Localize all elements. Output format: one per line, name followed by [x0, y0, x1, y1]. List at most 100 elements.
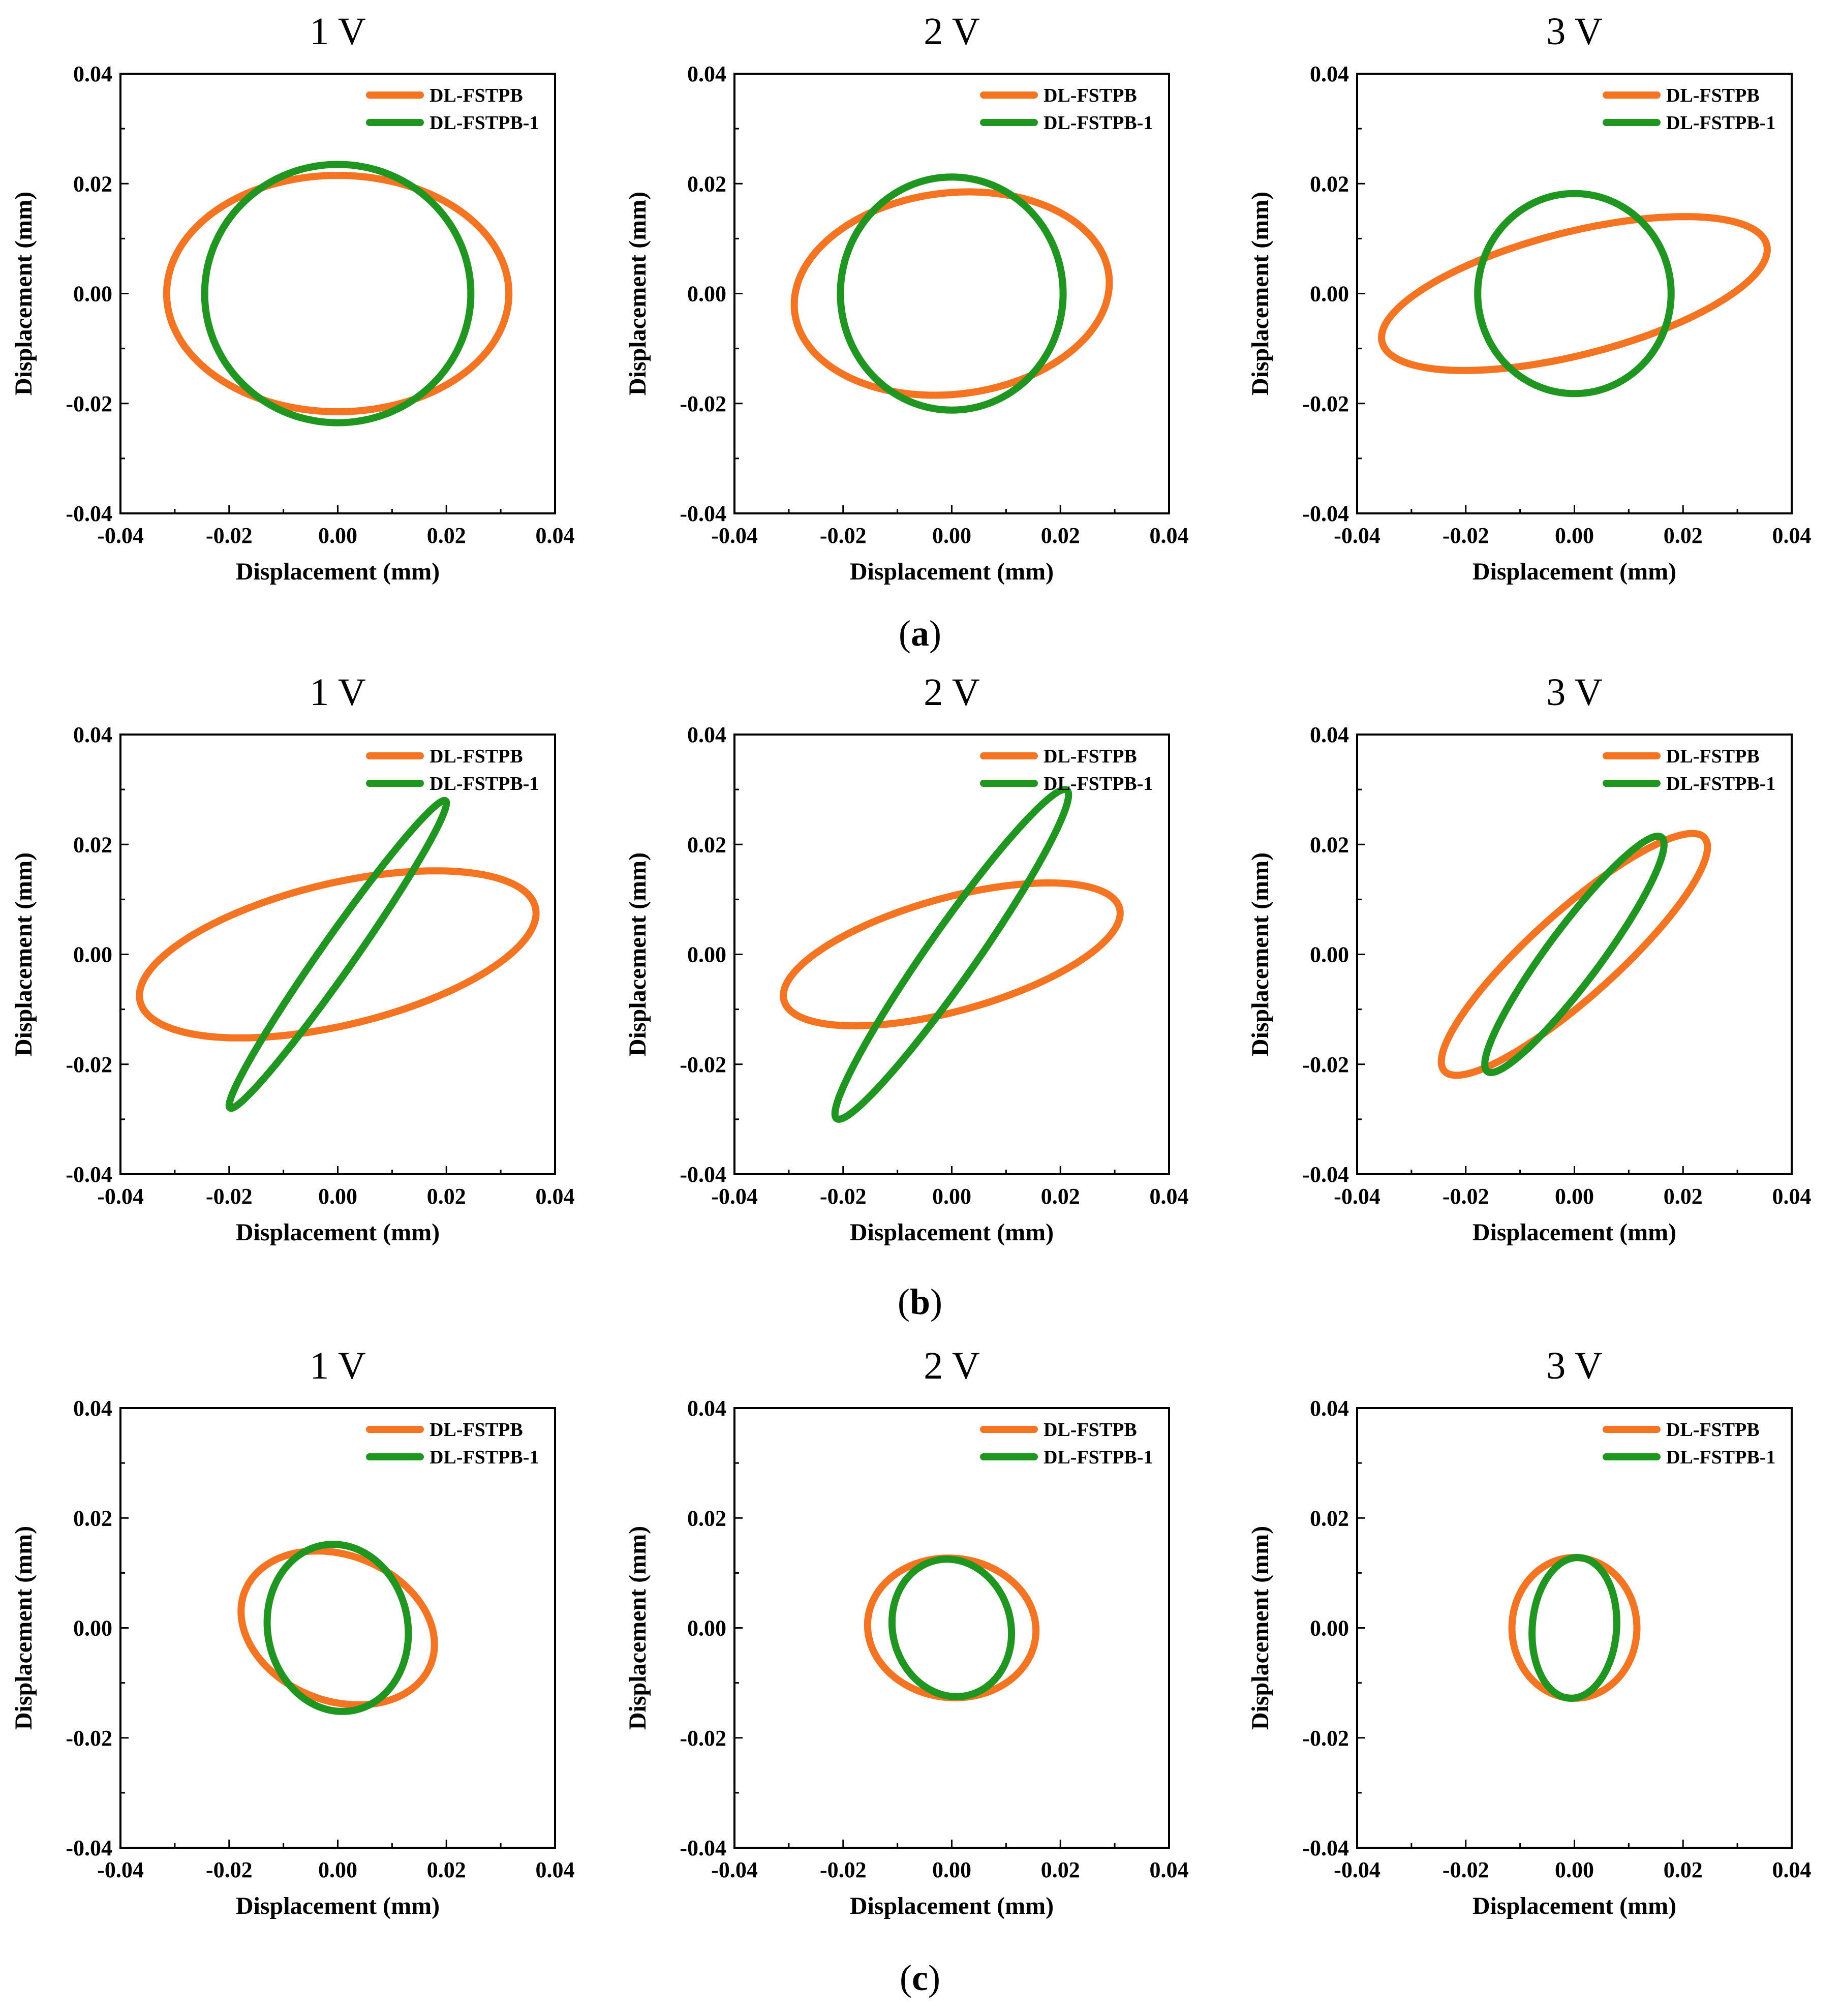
x-tick-label: 0.02	[1041, 1857, 1080, 1882]
legend-label: DL-FSTPB-1	[1666, 773, 1775, 795]
x-tick-label: -0.02	[206, 523, 253, 548]
chart-title: 2 V	[924, 671, 980, 714]
chart-title: 1 V	[310, 1345, 366, 1387]
legend-label: DL-FSTPB	[1666, 746, 1760, 767]
x-tick-label: -0.02	[820, 1184, 867, 1209]
y-tick-label: 0.04	[73, 62, 112, 86]
x-tick-label: 0.02	[1664, 523, 1703, 548]
x-tick-label: -0.04	[1334, 523, 1380, 548]
y-tick-label: 0.04	[1310, 722, 1349, 747]
series-curve-dl-fstpb	[864, 1554, 1040, 1701]
x-tick-label: 0.04	[1150, 523, 1189, 548]
x-tick-label: 0.02	[1041, 1184, 1080, 1209]
series-curve-dl-fstpb-1	[225, 797, 450, 1112]
chart-title: 3 V	[1546, 1345, 1603, 1387]
panel-caption: (a)	[899, 613, 941, 654]
legend-label: DL-FSTPB	[1666, 85, 1760, 106]
series-curve-dl-fstpb	[163, 172, 513, 415]
plot-frame	[1356, 734, 1793, 1175]
y-tick-label: 0.04	[73, 722, 112, 747]
y-tick-label: 0.00	[687, 1616, 726, 1641]
legend-label: DL-FSTPB-1	[429, 112, 539, 134]
y-axis-label: Displacement (mm)	[624, 192, 651, 395]
x-axis-label: Displacement (mm)	[236, 1219, 440, 1246]
x-axis-label: Displacement (mm)	[1472, 1892, 1676, 1919]
y-tick-label: -0.04	[66, 1162, 112, 1187]
caption-paren-close: )	[928, 1958, 940, 1998]
y-axis-label: Displacement (mm)	[10, 852, 37, 1056]
plot-frame	[119, 1407, 556, 1849]
y-tick-label: -0.02	[1302, 1052, 1349, 1077]
y-axis-label: Displacement (mm)	[10, 192, 37, 395]
series-curve-dl-fstpb-1	[201, 161, 475, 426]
y-tick-label: 0.04	[687, 722, 726, 747]
chart-panel-7: 1 V -0.04 -0.02 0.00 0.02 0.04 -0.04 -0.02 0.00 0…	[10, 1345, 575, 1919]
x-tick-label: 0.04	[1150, 1184, 1189, 1209]
x-tick-label: -0.02	[1443, 523, 1489, 548]
series-curve-dl-fstpb	[136, 867, 540, 1042]
chart-panel-1: 1 V -0.04 -0.02 0.00 0.02 0.04 -0.04 -0.02 0.00 0…	[10, 10, 575, 585]
x-tick-label: 0.00	[1555, 1857, 1594, 1882]
x-tick-label: 0.00	[932, 523, 971, 548]
y-tick-label: -0.04	[680, 1162, 726, 1187]
x-tick-label: 0.00	[1555, 1184, 1594, 1209]
series-curve-dl-fstpb-1	[1481, 833, 1668, 1076]
chart-title: 1 V	[310, 10, 366, 53]
chart-panel-4: 1 V -0.04 -0.02 0.00 0.02 0.04 -0.04 -0.02 0.00 0…	[10, 671, 575, 1246]
y-tick-label: 0.04	[1310, 1396, 1349, 1421]
x-tick-label: 0.02	[1041, 523, 1080, 548]
x-tick-label: 0.04	[1150, 1857, 1189, 1882]
series-curve-dl-fstpb	[780, 879, 1124, 1030]
x-tick-label: -0.04	[711, 1184, 758, 1209]
y-axis-label: Displacement (mm)	[1247, 1526, 1274, 1730]
chart-title: 2 V	[924, 1345, 980, 1387]
chart-title: 3 V	[1546, 10, 1603, 53]
x-axis-label: Displacement (mm)	[236, 558, 440, 585]
x-axis-label: Displacement (mm)	[850, 558, 1054, 585]
legend-label: DL-FSTPB	[429, 1419, 523, 1441]
x-tick-label: -0.04	[711, 1857, 758, 1882]
x-tick-label: -0.04	[97, 1857, 144, 1882]
caption-letter: c	[912, 1958, 928, 1998]
plot-frame	[733, 1407, 1170, 1849]
y-axis-label: Displacement (mm)	[1247, 192, 1274, 395]
panel-caption: (c)	[900, 1958, 940, 1998]
chart-title: 2 V	[924, 10, 980, 53]
y-tick-label: 0.02	[1310, 832, 1349, 857]
legend-label: DL-FSTPB-1	[1044, 112, 1153, 134]
y-tick-label: 0.02	[1310, 1506, 1349, 1531]
y-tick-label: 0.02	[687, 171, 726, 196]
series-curve-dl-fstpb	[1437, 830, 1711, 1079]
y-tick-label: 0.02	[687, 832, 726, 857]
y-tick-label: -0.02	[1302, 391, 1349, 416]
legend-label: DL-FSTPB-1	[1044, 1447, 1153, 1468]
y-tick-label: 0.02	[1310, 171, 1349, 196]
chart-panel-5: 2 V -0.04 -0.02 0.00 0.02 0.04 -0.04 -0.02 0.00 0…	[624, 671, 1189, 1246]
x-tick-label: -0.02	[206, 1184, 253, 1209]
x-tick-label: 0.02	[1664, 1184, 1703, 1209]
legend-label: DL-FSTPB-1	[1044, 773, 1153, 795]
plot-frame	[733, 73, 1170, 514]
x-tick-label: 0.00	[318, 1857, 357, 1882]
series-curve-dl-fstpb-1	[263, 1541, 412, 1715]
panel-caption: (b)	[898, 1281, 942, 1322]
y-axis-label: Displacement (mm)	[624, 1526, 651, 1730]
y-axis-label: Displacement (mm)	[624, 852, 651, 1056]
caption-paren-open: (	[899, 613, 911, 654]
x-tick-label: 0.04	[536, 1857, 575, 1882]
series-curve-dl-fstpb-1	[888, 1555, 1016, 1700]
plot-frame	[1356, 1407, 1793, 1849]
y-tick-label: 0.04	[73, 1396, 112, 1421]
x-tick-label: 0.00	[932, 1857, 971, 1882]
legend-label: DL-FSTPB	[1044, 746, 1137, 767]
x-tick-label: -0.04	[1334, 1857, 1380, 1882]
caption-paren-open: (	[900, 1958, 912, 1998]
series-curve-dl-fstpb-1	[1474, 190, 1675, 398]
y-tick-label: 0.00	[73, 282, 112, 307]
chart-panel-6: 3 V -0.04 -0.02 0.00 0.02 0.04 -0.04 -0.02 0.00 0…	[1247, 671, 1812, 1246]
x-tick-label: -0.04	[97, 523, 144, 548]
y-tick-label: -0.04	[1302, 1162, 1349, 1187]
caption-letter: b	[910, 1281, 930, 1322]
legend-label: DL-FSTPB-1	[429, 773, 539, 795]
x-axis-label: Displacement (mm)	[1472, 558, 1676, 585]
